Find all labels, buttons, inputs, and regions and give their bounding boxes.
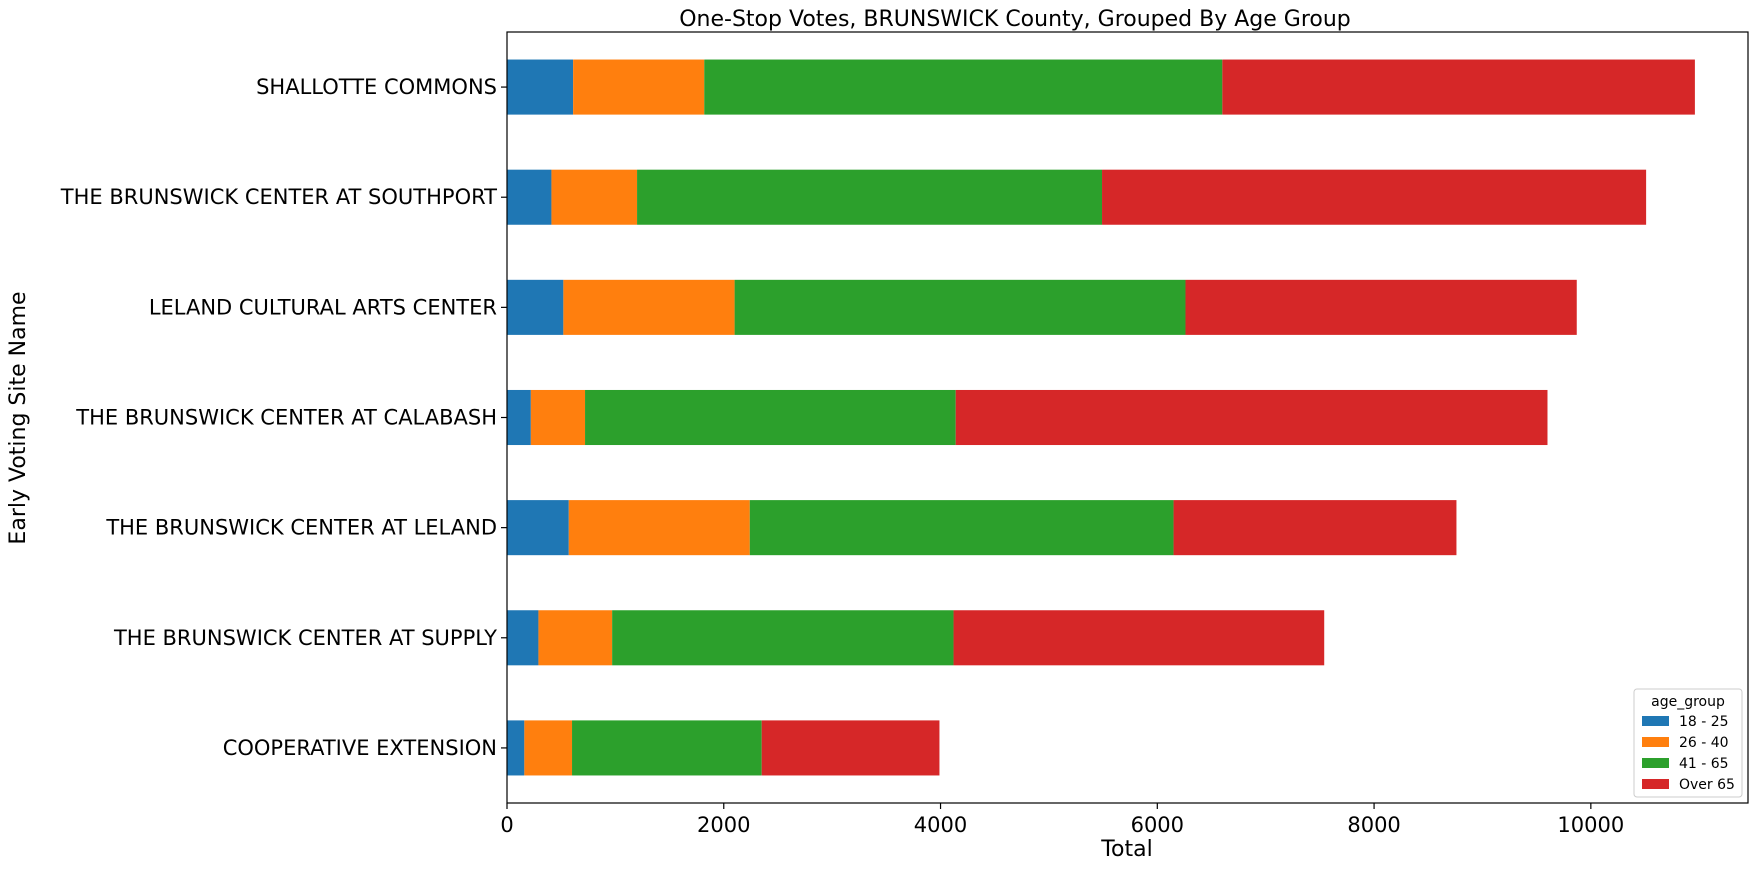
bar-segment <box>637 169 1103 225</box>
bar-segment <box>573 59 705 115</box>
bar-segment <box>953 610 1325 666</box>
bar-segment <box>507 59 574 115</box>
x-tick-label: 10000 <box>1557 813 1624 837</box>
y-tick-label: THE BRUNSWICK CENTER AT CALABASH <box>75 406 497 430</box>
bar-segment <box>1173 500 1457 556</box>
x-tick-label: 4000 <box>914 813 967 837</box>
legend-title: age_group <box>1651 694 1725 710</box>
x-tick-label: 2000 <box>697 813 750 837</box>
bar-segment <box>507 389 531 446</box>
x-axis-ticks: 0 2000 4000 6000 8000 10000 <box>500 803 1624 837</box>
bar-segment <box>572 720 762 776</box>
legend: age_group 18 - 25 26 - 40 41 - 65 Over 65 <box>1633 688 1743 798</box>
bar-segment <box>538 610 613 666</box>
bar-segment <box>585 389 956 446</box>
bar-segment <box>524 720 573 776</box>
bar-segment <box>955 389 1548 446</box>
bar-segment <box>704 59 1223 115</box>
legend-entries: 18 - 25 26 - 40 41 - 65 Over 65 <box>1642 714 1735 793</box>
y-tick-label: SHALLOTTE COMMONS <box>256 75 497 99</box>
bar-segment <box>507 720 525 776</box>
bar-segment <box>1222 59 1695 115</box>
x-axis-title: Total <box>1100 837 1152 862</box>
bar-segment <box>507 169 552 225</box>
x-tick-label: 6000 <box>1131 813 1184 837</box>
legend-swatch <box>1642 779 1669 789</box>
legend-label: 18 - 25 <box>1679 714 1729 730</box>
bar-segment <box>734 279 1186 335</box>
bar-segment <box>612 610 954 666</box>
bars-layer <box>507 59 1695 776</box>
x-tick-label: 8000 <box>1347 813 1400 837</box>
bar-segment <box>1185 279 1577 335</box>
y-tick-label: THE BRUNSWICK CENTER AT SUPPLY <box>113 626 497 650</box>
chart-title: One-Stop Votes, BRUNSWICK County, Groupe… <box>679 7 1351 32</box>
legend-swatch <box>1642 758 1669 768</box>
y-tick-label: LELAND CULTURAL ARTS CENTER <box>149 295 497 319</box>
bar-segment <box>507 500 569 556</box>
y-tick-label: COOPERATIVE EXTENSION <box>223 736 497 760</box>
legend-label: 41 - 65 <box>1679 756 1729 772</box>
legend-swatch <box>1642 737 1669 747</box>
y-tick-label: THE BRUNSWICK CENTER AT SOUTHPORT <box>60 185 497 209</box>
y-axis-title: Early Voting Site Name <box>6 291 31 544</box>
y-axis-ticks: SHALLOTTE COMMONS THE BRUNSWICK CENTER AT… <box>60 75 507 760</box>
bar-segment <box>507 610 539 666</box>
legend-swatch <box>1642 716 1669 726</box>
bar-segment <box>749 500 1174 556</box>
bar-segment <box>507 279 564 335</box>
x-tick-label: 0 <box>500 813 513 837</box>
bar-segment <box>551 169 638 225</box>
legend-label: Over 65 <box>1679 777 1735 793</box>
y-tick-label: THE BRUNSWICK CENTER AT LELAND <box>105 516 497 540</box>
bar-segment <box>1102 169 1647 225</box>
bar-segment <box>530 389 586 446</box>
legend-label: 26 - 40 <box>1679 735 1729 751</box>
bar-segment <box>761 720 940 776</box>
bar-segment <box>563 279 735 335</box>
bar-segment <box>568 500 750 556</box>
